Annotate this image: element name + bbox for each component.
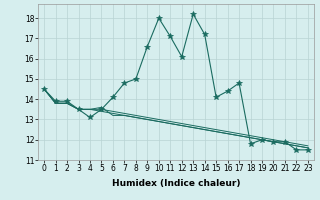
- X-axis label: Humidex (Indice chaleur): Humidex (Indice chaleur): [112, 179, 240, 188]
